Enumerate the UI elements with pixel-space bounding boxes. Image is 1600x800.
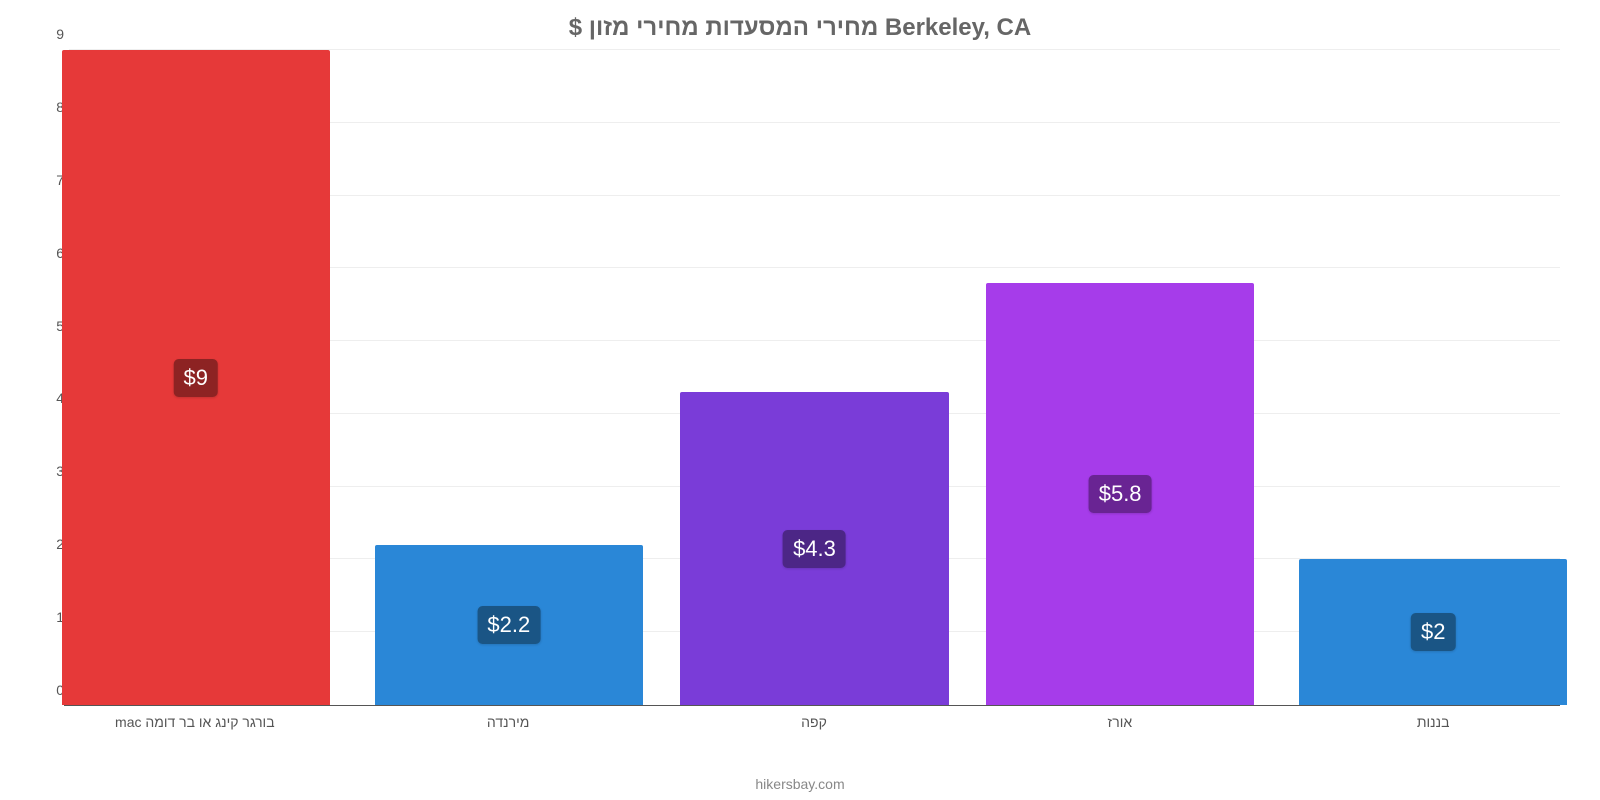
bar-value-label: $2.2 [477,606,540,644]
bar-value-label: $9 [173,359,217,397]
ytick-label: 5 [40,318,64,334]
ytick-label: 6 [40,245,64,261]
xtick-label: קפה [801,714,827,730]
ytick-label: 4 [40,390,64,406]
ytick-label: 0 [40,682,64,698]
bar: $2 [1299,559,1567,705]
ytick-label: 2 [40,536,64,552]
bar: $2.2 [375,545,643,705]
bar: $9 [62,50,330,705]
chart-area: 0123456789 $9$2.2$4.3$5.8$2 בורגר קינג א… [40,50,1560,730]
ytick-label: 7 [40,172,64,188]
plot-region: $9 $2.2 $4.3 $5.8 $2 [68,50,1560,706]
bar: $4.3 [680,392,948,705]
ytick-label: 8 [40,99,64,115]
bar: $5.8 [986,283,1254,705]
xtick-label: מירנדה [487,714,529,730]
xtick-label: בורגר קינג או בר דומה mac [115,714,275,730]
attribution-text: hikersbay.com [0,776,1600,792]
xtick-label: אורז [1108,714,1133,730]
bar-value-label: $5.8 [1089,475,1152,513]
xtick-label: בננות [1417,714,1450,730]
bar-value-label: $2 [1411,613,1455,651]
chart-title: Berkeley, CA מחירי המסעדות מחירי מזון $ [0,0,1600,42]
axis-origin-tick [64,705,69,706]
bar-value-label: $4.3 [783,530,846,568]
ytick-label: 1 [40,609,64,625]
ytick-label: 9 [40,26,64,42]
ytick-label: 3 [40,463,64,479]
